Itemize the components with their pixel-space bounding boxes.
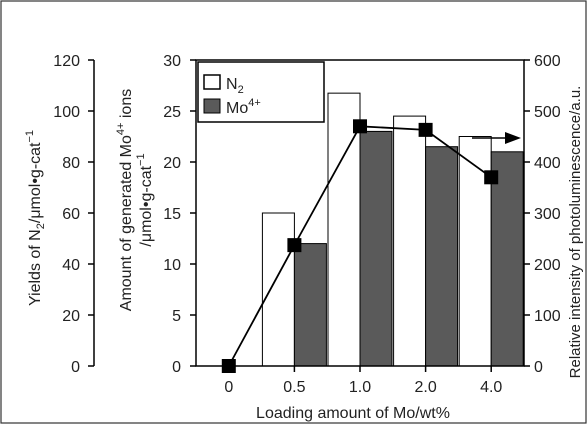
inner-tick-label: 20 [163, 155, 181, 172]
outer-tick-label: 0 [71, 359, 80, 376]
x-tick-label: 1.0 [349, 379, 371, 396]
pl-point [287, 238, 302, 253]
bar-n2 [393, 115, 427, 367]
right-tick-label: 200 [534, 257, 561, 274]
legend-label-mo4: Mo4+ [226, 97, 261, 117]
outer-tick-label: 80 [62, 155, 80, 172]
right-tick-label: 100 [534, 308, 561, 325]
photoluminescence-line [221, 119, 499, 373]
bar-mo4 [293, 243, 327, 367]
legend-swatch-n2 [203, 74, 221, 90]
bar-mo4 [425, 146, 459, 367]
right-tick-label: 400 [534, 155, 561, 172]
right-tick-label: 0 [534, 359, 543, 376]
pl-point [353, 119, 367, 134]
left-inner-axis: 0 5 10 15 20 25 30 [163, 53, 196, 376]
inner-tick-label: 0 [172, 359, 181, 376]
x-tick-label: 0 [224, 379, 233, 396]
outer-tick-label: 100 [53, 104, 80, 121]
y-label-right: Relative intensity of photoluminescence/… [567, 86, 584, 379]
inner-tick-label: 5 [172, 308, 181, 325]
pl-point [484, 170, 499, 185]
bar-n2 [327, 92, 361, 367]
x-tick-label: 4.0 [480, 379, 502, 396]
annotation-arrow [472, 132, 521, 144]
legend-swatch-mo4 [203, 98, 221, 114]
x-axis: 0 0.5 1.0 2.0 4.0 [195, 59, 525, 396]
inner-tick-label: 10 [163, 257, 181, 274]
bar-mo4 [359, 130, 393, 367]
inner-tick-label: 15 [163, 206, 181, 223]
bar-mo4 [490, 151, 524, 367]
bars [261, 92, 524, 367]
x-tick-label: 0.5 [283, 379, 305, 396]
legend-label-n2: N2 [226, 76, 244, 96]
outer-tick-label: 120 [53, 53, 80, 70]
right-axis: 0 100 200 300 400 500 600 [524, 53, 561, 376]
y-label-outer: Yields of N2/μmol•g-cat−1 [24, 130, 47, 306]
pl-point [418, 122, 433, 137]
outer-tick-label: 40 [62, 257, 80, 274]
outer-tick-label: 60 [62, 206, 80, 223]
inner-tick-label: 25 [163, 104, 181, 121]
inner-tick-label: 30 [163, 53, 181, 70]
left-outer-axis: 0 20 40 60 80 100 120 [53, 53, 95, 376]
x-axis-label: Loading amount of Mo/wt% [256, 405, 450, 422]
y-label-inner-line1: Amount of generated Mo4+ ions [115, 89, 135, 311]
right-tick-label: 500 [534, 104, 561, 121]
y-label-inner-line2: /μmol•g-cat−1 [135, 153, 155, 246]
bar-n2 [261, 212, 295, 367]
x-tick-label: 2.0 [414, 379, 436, 396]
outer-tick-label: 20 [62, 308, 80, 325]
right-tick-label: 300 [534, 206, 561, 223]
right-tick-label: 600 [534, 53, 561, 70]
